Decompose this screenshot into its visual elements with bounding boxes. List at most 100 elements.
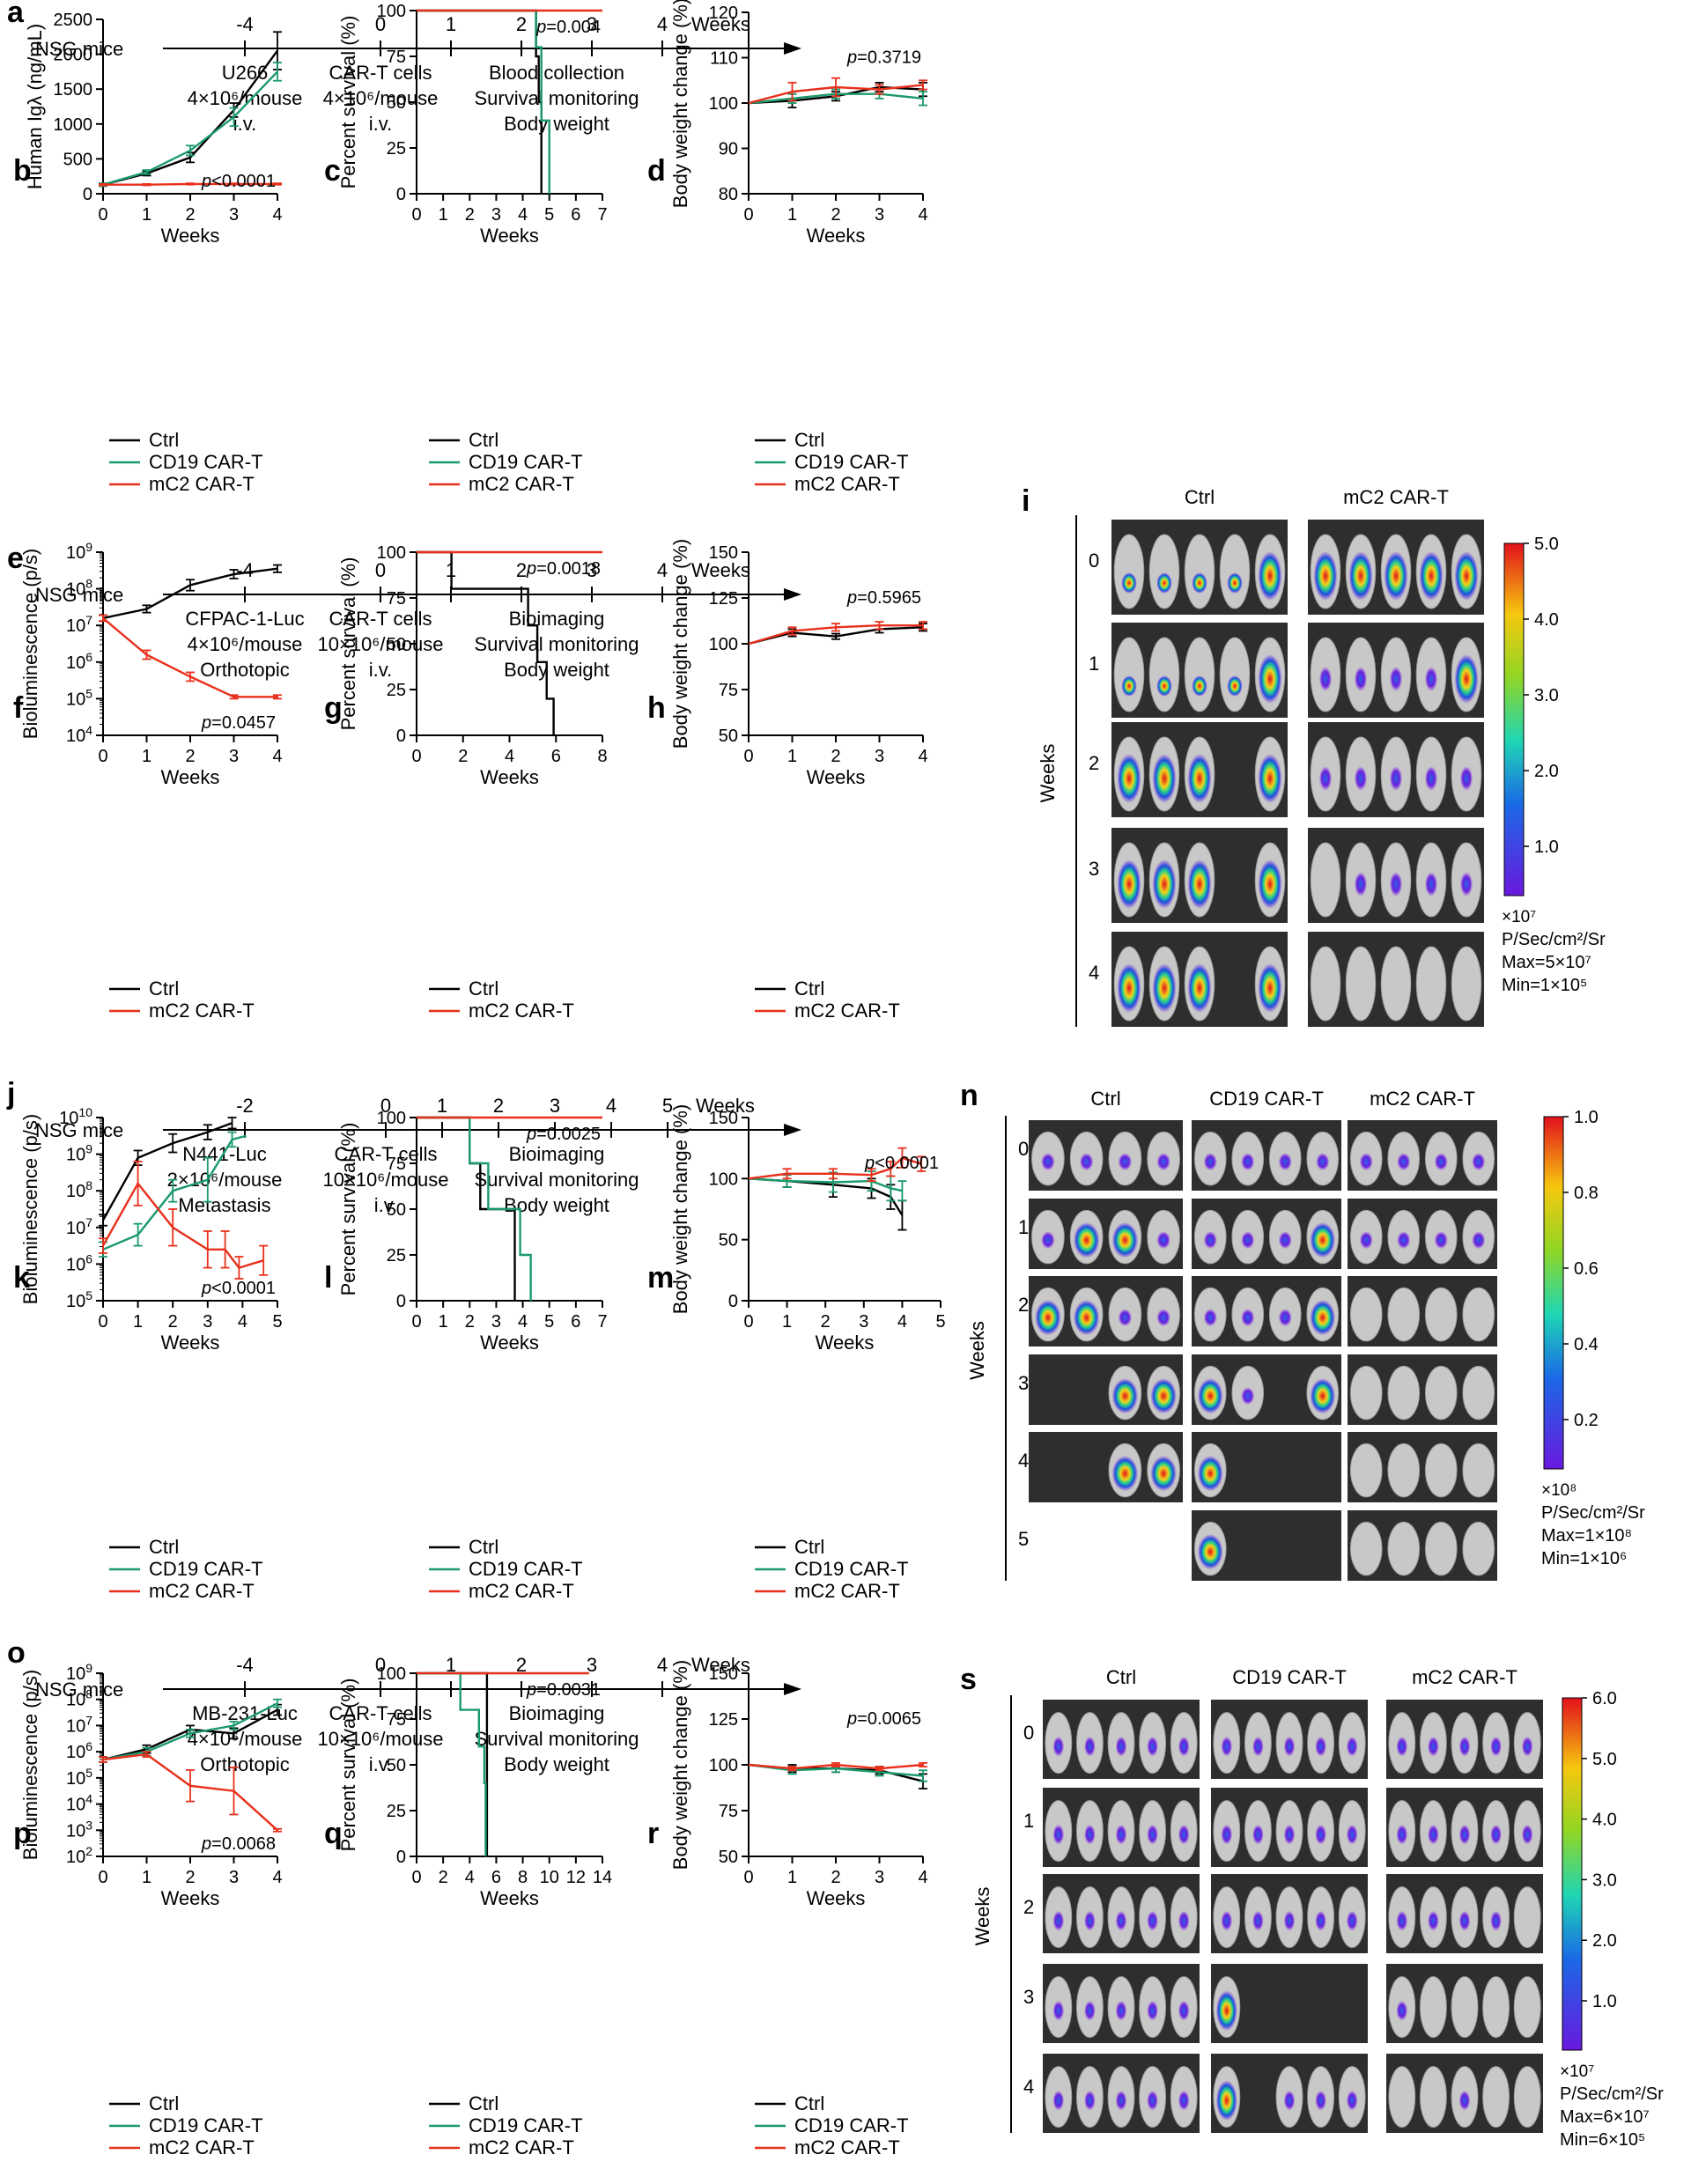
bioluminescence-signal [1521, 1736, 1533, 1757]
x-tick-label: 5 [544, 1312, 554, 1332]
legend-entry: Ctrl [149, 429, 179, 451]
x-tick-label: 2 [831, 747, 840, 766]
x-axis-label: Weeks [807, 766, 866, 788]
week-row-label: 3 [1023, 1986, 1034, 2008]
bioluminescence-signal [1115, 2090, 1127, 2111]
bioluminescence-signal [1424, 766, 1438, 791]
bioluminescence-signal [1083, 2090, 1096, 2111]
color-scale-tick-label: 0.6 [1574, 1259, 1599, 1279]
y-tick-label: 108 [66, 1178, 92, 1201]
y-tick-label: 105 [66, 1766, 92, 1789]
y-tick-label: 106 [66, 1251, 92, 1274]
p-value: p=0.0457 [201, 713, 276, 733]
timeline-annotation: 10×10⁶/mouse [318, 633, 444, 655]
mouse-image [1345, 946, 1377, 1022]
bioluminescence-signal [1396, 1910, 1408, 1931]
bioluminescence-signal [1150, 1378, 1177, 1414]
bioluminescence-signal [1203, 1309, 1217, 1327]
timeline-annotation: 10×10⁶/mouse [323, 1169, 449, 1191]
legend-entry: Ctrl [794, 429, 824, 451]
y-axis-label: Human Igλ (ng/mL) [24, 24, 46, 189]
timeline-annotation: i.v. [369, 113, 392, 135]
color-scale-tick-label: 2.0 [1534, 762, 1559, 781]
timeline-subject: NSG mice [35, 1679, 123, 1701]
bioluminescence-signal [1434, 1153, 1448, 1171]
legend-entry: CD19 CAR-T [794, 451, 909, 473]
timeline-tick-label: 2 [516, 559, 527, 581]
x-tick-label: 3 [229, 747, 239, 766]
bioluminescence-signal [1192, 572, 1207, 594]
bioluminescence-signal [1427, 1824, 1439, 1845]
color-scale-min: Min=6×10⁵ [1560, 2130, 1645, 2150]
y-tick-label: 150 [709, 543, 738, 563]
bioluminescence-signal [1147, 1910, 1159, 1931]
panel-label: l [324, 1261, 332, 1295]
timeline-tick-label: 1 [437, 1095, 447, 1117]
bioluminescence-signal [1241, 1153, 1255, 1171]
y-tick-label: 107 [66, 1215, 92, 1238]
timeline-tick-label: 3 [587, 13, 597, 35]
legend-entry: Ctrl [469, 429, 498, 451]
legend-entry: mC2 CAR-T [794, 1580, 900, 1602]
week-row-label: 1 [1018, 1216, 1029, 1238]
x-tick-label: 0 [743, 205, 753, 225]
timeline-annotation: Orthotopic [200, 1753, 290, 1775]
panel-label: e [7, 542, 24, 575]
p-value: p=0.0031 [526, 1680, 601, 1700]
week-row-label: 0 [1023, 1722, 1034, 1744]
y-axis-label: Percent survival (%) [337, 557, 359, 731]
x-tick-label: 3 [203, 1312, 212, 1332]
y-tick-label: 120 [709, 4, 738, 23]
x-axis-label: Weeks [480, 225, 539, 247]
timeline-tick-label: 3 [587, 559, 597, 581]
bioluminescence-signal [1147, 1824, 1159, 1845]
group-header: mC2 CAR-T [1343, 486, 1449, 508]
bioluminescence-signal [1152, 754, 1177, 803]
color-scale-tick-label: 3.0 [1592, 1870, 1617, 1890]
x-tick-label: 0 [743, 1868, 753, 1887]
week-row-label: 3 [1018, 1372, 1029, 1394]
timeline-unit: Weeks [696, 1095, 755, 1117]
bioluminescence-signal [1052, 2090, 1065, 2111]
x-tick-label: 4 [518, 205, 528, 225]
weeks-label: Weeks [971, 1887, 993, 1946]
x-tick-label: 1 [782, 1312, 792, 1332]
mouse-image [1424, 1521, 1458, 1576]
timeline-tick-label: 0 [380, 1095, 391, 1117]
x-tick-label: 1 [439, 1312, 448, 1332]
y-tick-label: 104 [66, 1792, 92, 1815]
bioluminescence-signal [1424, 872, 1438, 896]
bioluminescence-signal [1111, 1456, 1139, 1492]
bioluminescence-signal [1278, 1153, 1292, 1171]
bioluminescence-signal [1310, 1300, 1336, 1336]
y-tick-label: 25 [387, 1246, 406, 1265]
x-tick-label: 4 [238, 1312, 247, 1332]
bioluminescence-signal [1241, 1387, 1255, 1406]
panel-label: p [13, 1817, 32, 1850]
x-tick-label: 4 [518, 1312, 528, 1332]
bioluminescence-signal [1396, 1736, 1408, 1757]
x-tick-label: 1 [787, 205, 797, 225]
bioluminescence-signal [1221, 1736, 1233, 1757]
panel-label: o [7, 1636, 26, 1670]
timeline-annotation: Body weight [504, 1194, 609, 1216]
x-tick-label: 0 [743, 1312, 753, 1332]
bioluminescence-signal [1252, 1736, 1264, 1757]
y-tick-label: 105 [66, 686, 92, 709]
mouse-image [1184, 534, 1215, 609]
color-scale-units: P/Sec/cm²/Sr [1502, 930, 1606, 949]
timeline-tick-label: 3 [587, 1654, 597, 1676]
week-row-label: 4 [1089, 962, 1099, 984]
y-tick-label: 0 [396, 727, 406, 746]
timeline-annotation: 4×10⁶/mouse [323, 87, 439, 109]
mouse-image [1113, 534, 1145, 609]
legend-entry: mC2 CAR-T [794, 1000, 900, 1022]
x-tick-label: 2 [465, 205, 475, 225]
timeline-tick-label: 3 [550, 1095, 560, 1117]
y-tick-label: 107 [66, 1713, 92, 1736]
p-value: p<0.0001 [201, 1279, 276, 1298]
bioluminescence-signal [1396, 1824, 1408, 1845]
x-tick-label: 4 [897, 1312, 907, 1332]
timeline-annotation: Body weight [504, 1753, 609, 1775]
